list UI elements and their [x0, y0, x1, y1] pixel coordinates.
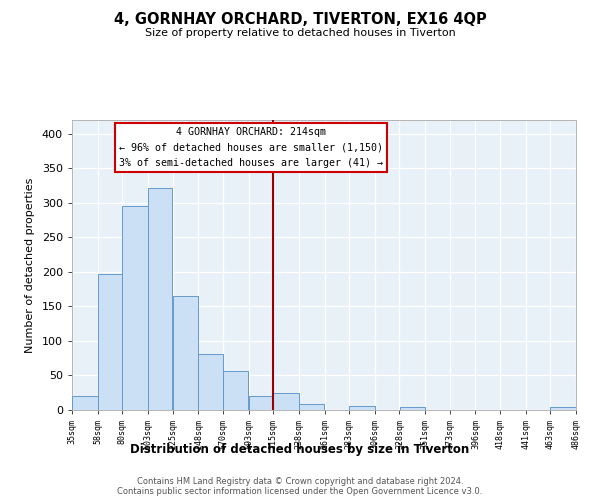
Text: Contains HM Land Registry data © Crown copyright and database right 2024.: Contains HM Land Registry data © Crown c…	[137, 478, 463, 486]
Bar	[299, 404, 325, 410]
Bar	[550, 407, 576, 410]
Bar	[223, 370, 248, 410]
Bar	[122, 206, 148, 410]
Text: Distribution of detached houses by size in Tiverton: Distribution of detached houses by size …	[130, 442, 470, 456]
Bar	[98, 274, 122, 410]
Text: Contains public sector information licensed under the Open Government Licence v3: Contains public sector information licen…	[118, 488, 482, 496]
Text: Size of property relative to detached houses in Tiverton: Size of property relative to detached ho…	[145, 28, 455, 38]
Bar	[349, 406, 375, 410]
Text: 4, GORNHAY ORCHARD, TIVERTON, EX16 4QP: 4, GORNHAY ORCHARD, TIVERTON, EX16 4QP	[113, 12, 487, 28]
Bar	[199, 354, 223, 410]
Bar	[273, 394, 299, 410]
Y-axis label: Number of detached properties: Number of detached properties	[25, 178, 35, 352]
Bar	[400, 406, 425, 410]
Bar	[72, 396, 98, 410]
Bar	[173, 296, 198, 410]
Bar	[148, 188, 172, 410]
Bar	[248, 396, 273, 410]
Text: 4 GORNHAY ORCHARD: 214sqm
← 96% of detached houses are smaller (1,150)
3% of sem: 4 GORNHAY ORCHARD: 214sqm ← 96% of detac…	[119, 127, 383, 168]
